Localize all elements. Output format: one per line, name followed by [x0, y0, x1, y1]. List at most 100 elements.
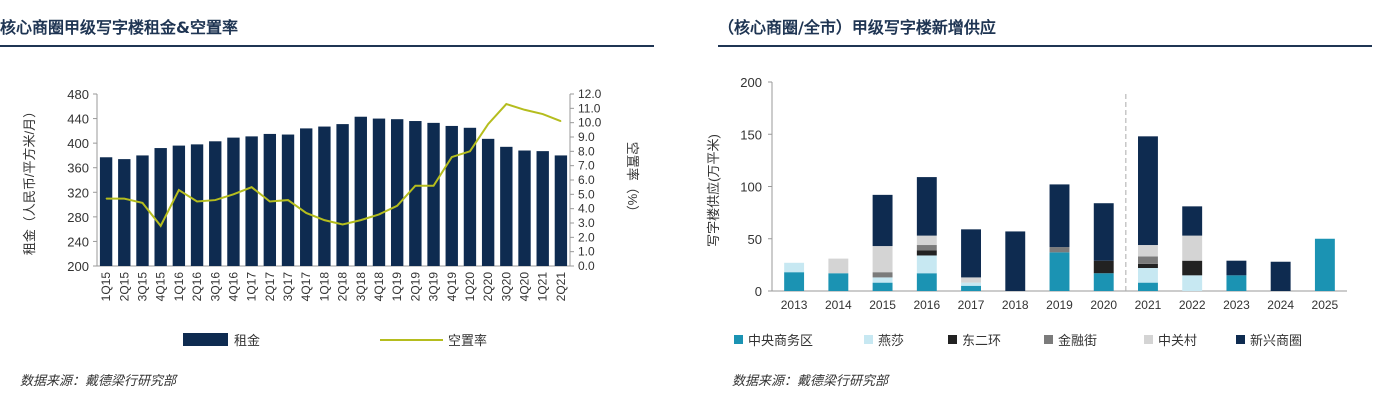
- right-y-tick-label: 12.0: [578, 87, 602, 101]
- vacancy-point: [342, 223, 344, 225]
- supply-bar-segment: [916, 273, 937, 291]
- rent-bar: [536, 151, 549, 266]
- rent-bar: [354, 116, 367, 266]
- legend-label: 中关村: [1158, 333, 1197, 348]
- vacancy-point: [214, 199, 216, 201]
- x-tick-label: 1Q20: [463, 272, 477, 302]
- supply-bar-segment: [1049, 184, 1070, 248]
- supply-x-tick-label: 2016: [913, 298, 940, 312]
- x-tick-label: 2Q19: [408, 272, 422, 302]
- supply-panel: （核心商圈/全市）甲级写字楼新增供应 0 50 100 150 200 写字楼供应(万平米…: [706, 0, 1387, 406]
- left-chart-title: 核心商圈甲级写字楼租金&空置率: [0, 18, 238, 37]
- x-tick-label: 2Q15: [117, 272, 131, 302]
- rent-bar: [154, 148, 167, 266]
- supply-bar-segment: [784, 272, 805, 291]
- right-y-tick-label: 1.0: [578, 245, 595, 259]
- supply-bar-segment: [1093, 203, 1114, 261]
- supply-x-tick-label: 2020: [1090, 298, 1117, 312]
- supply-x-tick-label: 2019: [1046, 298, 1073, 312]
- vacancy-point: [414, 185, 416, 187]
- supply-bar-segment: [1270, 261, 1291, 291]
- rent-bar: [409, 121, 422, 267]
- rent-vacancy-panel: 核心商圈甲级写字楼租金&空置率 200 240 280 320 360 400 440 480…: [0, 0, 660, 406]
- vacancy-point: [524, 109, 526, 111]
- right-y-tick-label: 5.0: [578, 187, 595, 201]
- legend-swatch: [1144, 335, 1153, 344]
- vacancy-point: [178, 189, 180, 191]
- vacancy-point: [560, 120, 562, 122]
- vacancy-point: [505, 103, 507, 105]
- supply-bar-segment: [916, 177, 937, 236]
- x-tick-label: 2Q21: [554, 272, 568, 302]
- right-y-tick-label: 4.0: [578, 202, 595, 216]
- supply-bar-segment: [872, 272, 893, 278]
- legend-label: 中央商务区: [748, 333, 813, 348]
- supply-bar-segment: [1314, 238, 1335, 291]
- right-y-tick-label: 10.0: [578, 116, 602, 130]
- supply-x-tick-label: 2017: [958, 298, 985, 312]
- supply-bar-segment: [1005, 231, 1026, 291]
- supply-bar-segment: [961, 277, 981, 283]
- rent-bar: [318, 126, 331, 266]
- right-source-note: 数据来源：戴德梁行研究部: [732, 374, 889, 389]
- supply-chart: 0 50 100 150 200 写字楼供应(万平米) 2013 2014 2015 2016 20…: [706, 75, 1347, 348]
- x-tick-label: 1Q16: [172, 272, 186, 302]
- vacancy-point: [251, 186, 253, 188]
- supply-bar-segment: [872, 194, 893, 247]
- supply-bar-segment: [1182, 275, 1203, 291]
- supply-x-tick-label: 2021: [1135, 298, 1162, 312]
- x-tick-label: 2Q18: [336, 272, 350, 302]
- left-title-rule: [0, 45, 654, 47]
- left-y-tick-label: 480: [67, 87, 89, 102]
- right-chart-title: （核心商圈/全市）甲级写字楼新增供应: [718, 18, 996, 37]
- vacancy-point: [305, 212, 307, 214]
- legend-rent-label: 租金: [234, 333, 260, 348]
- vacancy-point: [451, 156, 453, 158]
- legend-swatch: [1236, 335, 1245, 344]
- supply-bar-segment: [872, 277, 893, 283]
- supply-bar-segment: [1226, 275, 1247, 291]
- supply-bar-segment: [1093, 260, 1114, 274]
- left-y-tick-label: 240: [67, 234, 89, 249]
- rent-bar: [263, 133, 277, 266]
- right-y-tick-label: 0.0: [578, 259, 595, 273]
- vacancy-point: [196, 201, 198, 202]
- supply-bar-segment: [916, 250, 937, 256]
- rent-bar: [463, 127, 477, 267]
- supply-bar-segment: [1049, 247, 1070, 253]
- supply-x-tick-label: 2015: [869, 298, 896, 312]
- supply-bar-segment: [1093, 273, 1114, 291]
- legend-label: 燕莎: [878, 333, 904, 348]
- legend-swatch: [1044, 335, 1053, 344]
- rent-bar: [390, 119, 404, 266]
- legend-label: 新兴商圈: [1250, 333, 1302, 348]
- legend-swatch: [864, 335, 873, 344]
- legend-vacancy-label: 空置率: [448, 333, 487, 348]
- x-tick-label: 4Q19: [445, 272, 459, 302]
- x-tick-label: 1Q17: [245, 272, 259, 302]
- right-title-rule: [718, 45, 1372, 47]
- rent-bar: [172, 145, 186, 266]
- rent-bar: [336, 124, 349, 266]
- vacancy-point: [141, 202, 143, 204]
- right-y-tick-label: 2.0: [578, 230, 595, 244]
- vacancy-point: [487, 123, 489, 125]
- x-tick-label: 4Q15: [154, 272, 168, 302]
- supply-y-tick-label: 100: [740, 180, 762, 195]
- right-y-axis-title: 空置率（%）: [625, 142, 640, 219]
- supply-x-tick-label: 2014: [825, 298, 852, 312]
- left-source-note: 数据来源：戴德梁行研究部: [20, 374, 177, 389]
- supply-bar-segment: [961, 282, 981, 286]
- supply-bar-segment: [1138, 256, 1158, 264]
- vacancy-line: [106, 102, 562, 228]
- vacancy-point: [105, 198, 107, 200]
- supply-bar-segment: [1226, 260, 1247, 276]
- vacancy-point: [323, 219, 325, 221]
- supply-bar-segment: [1182, 235, 1203, 261]
- x-tick-label: 2Q16: [190, 272, 204, 302]
- rent-bar: [554, 155, 568, 266]
- left-y-tick-label: 280: [67, 210, 89, 225]
- x-tick-label: 2Q20: [481, 272, 495, 302]
- x-tick-label: 3Q17: [281, 272, 295, 302]
- x-tick-label: 1Q18: [317, 272, 331, 302]
